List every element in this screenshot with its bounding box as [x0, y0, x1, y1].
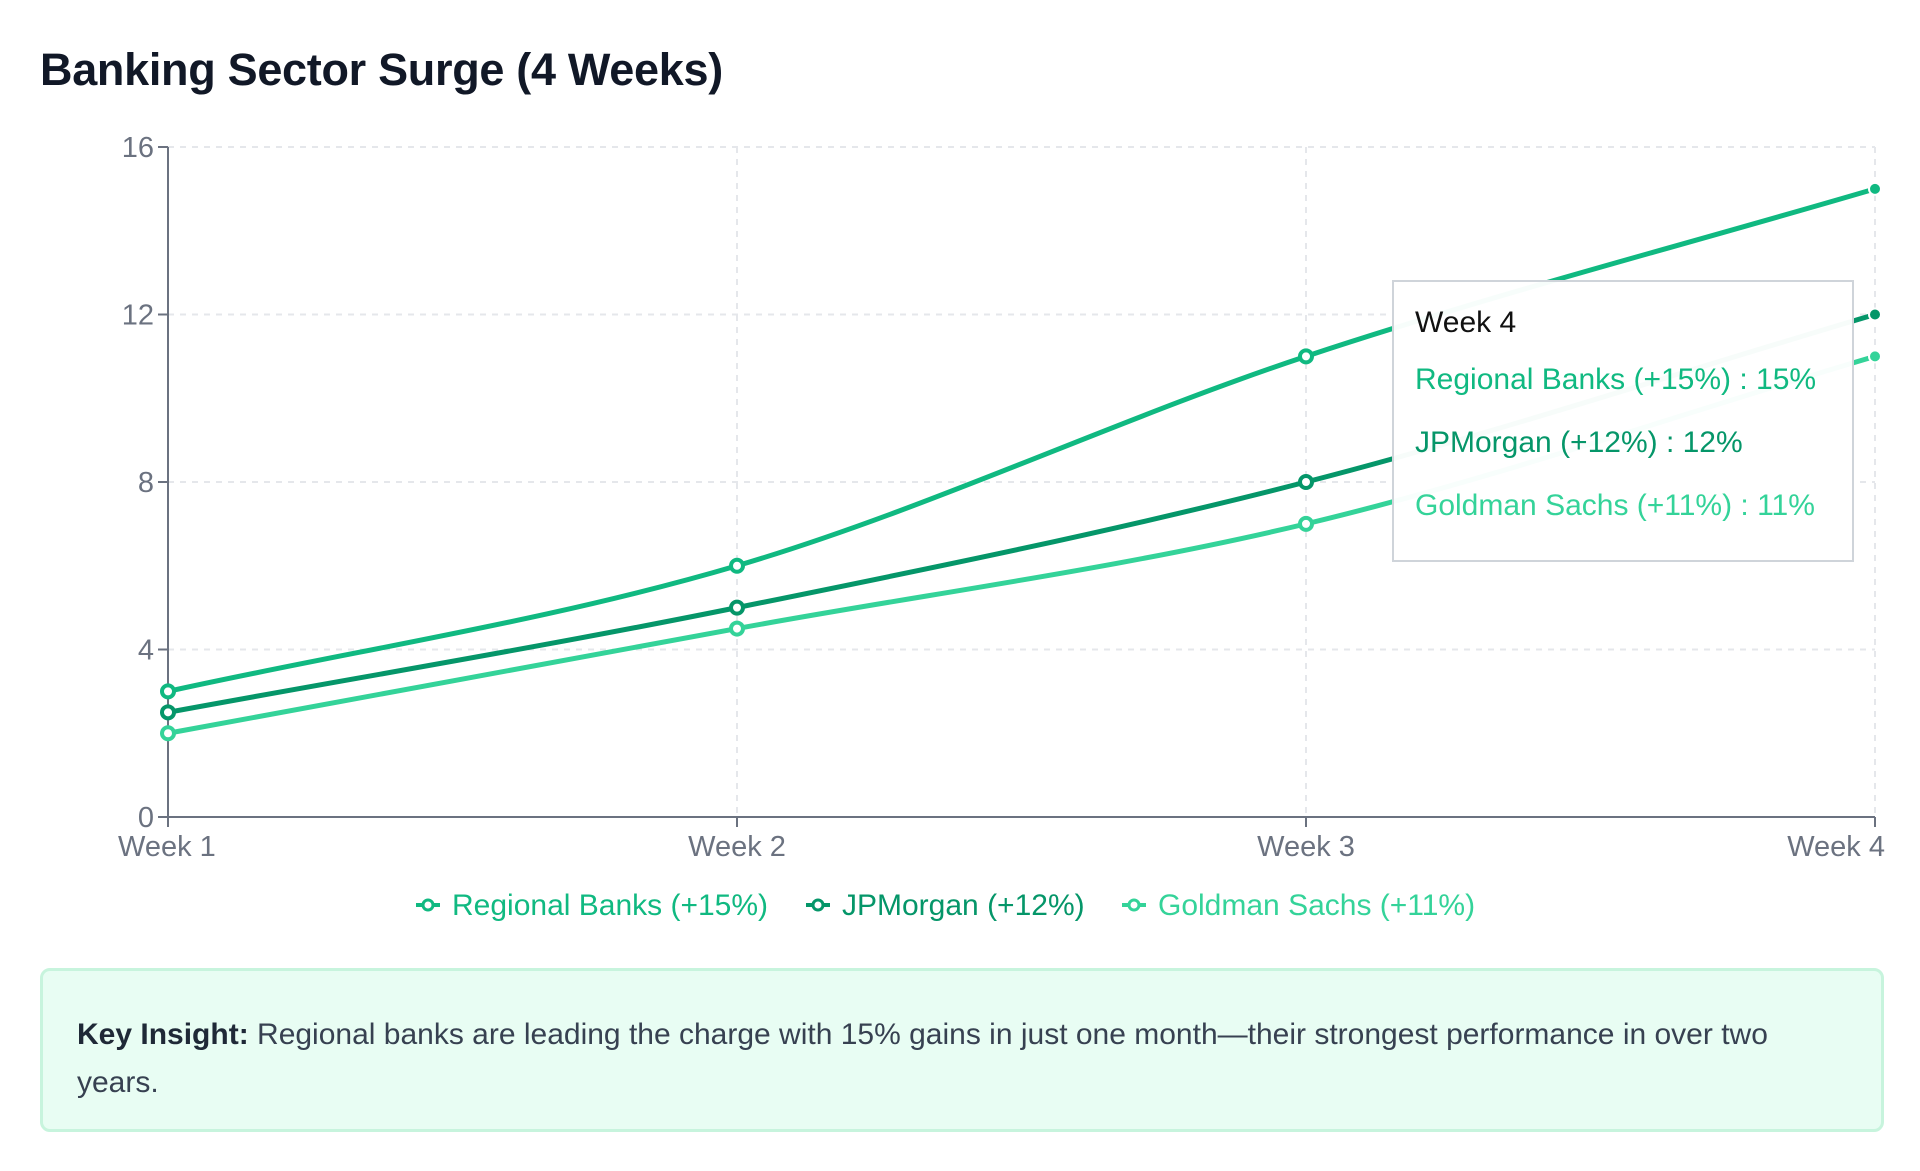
tooltip-row-regional-banks: Regional Banks (+15%) : 15%	[1415, 363, 1817, 396]
y-tick-label-8: 8	[138, 467, 154, 499]
point-regional-banks-week-1	[160, 683, 176, 700]
legend[interactable]: Regional Banks (+15%) JPMorgan (+12%) Gold…	[416, 889, 1475, 922]
point-regional-banks-week-3	[1298, 348, 1314, 365]
line-chart: 0 4 8 12 16 Week 1 Week 2 Week 3 Week 4 Regional…	[118, 132, 1885, 922]
tooltip-row-jpmorgan: JPMorgan (+12%) : 12%	[1415, 426, 1743, 459]
tooltip-row-goldman-sachs: Goldman Sachs (+11%) : 11%	[1415, 489, 1815, 522]
legend-swatch-dot-goldman-sachs	[1127, 898, 1141, 912]
insight-text: Regional banks are leading the charge wi…	[77, 1018, 1768, 1099]
legend-item-regional-banks[interactable]: Regional Banks (+15%)	[416, 889, 768, 922]
point-jpmorgan-week-1	[160, 704, 176, 721]
key-insight-box: Key Insight: Regional banks are leading …	[40, 968, 1884, 1132]
axes: 0 4 8 12 16 Week 1 Week 2 Week 3 Week 4	[118, 132, 1885, 863]
series-regional-banks	[160, 181, 1882, 700]
x-tick-label-4: Week 4	[1787, 831, 1885, 863]
point-goldman-sachs-week-3	[1298, 515, 1314, 532]
tooltip-title: Week 4	[1415, 306, 1517, 339]
point-goldman-sachs-week-2	[729, 620, 745, 637]
y-tick-label-12: 12	[122, 300, 154, 332]
point-regional-banks-week-2	[729, 557, 745, 574]
chart-tooltip: Week 4 Regional Banks (+15%) : 15% JPMor…	[1392, 280, 1854, 562]
y-tick-label-16: 16	[122, 132, 154, 164]
point-goldman-sachs-week-4	[1868, 349, 1882, 364]
x-tick-label-1: Week 1	[118, 831, 216, 863]
legend-label-jpmorgan: JPMorgan (+12%)	[842, 889, 1085, 922]
grid	[168, 146, 1876, 817]
point-jpmorgan-week-4	[1868, 307, 1882, 322]
legend-label-regional-banks: Regional Banks (+15%)	[452, 889, 768, 922]
legend-item-goldman-sachs[interactable]: Goldman Sachs (+11%)	[1122, 889, 1475, 922]
legend-swatch-dot-regional-banks	[421, 898, 435, 912]
legend-item-jpmorgan[interactable]: JPMorgan (+12%)	[806, 889, 1085, 922]
point-jpmorgan-week-2	[729, 599, 745, 616]
point-regional-banks-week-4	[1868, 181, 1882, 196]
point-goldman-sachs-week-1	[160, 725, 176, 742]
x-tick-label-3: Week 3	[1257, 831, 1355, 863]
legend-label-goldman-sachs: Goldman Sachs (+11%)	[1158, 889, 1475, 922]
insight-label: Key Insight:	[77, 1018, 249, 1051]
y-tick-label-0: 0	[138, 802, 154, 834]
y-tick-label-4: 4	[138, 635, 154, 667]
chart-title: Banking Sector Surge (4 Weeks)	[40, 44, 723, 95]
line-regional-banks	[167, 186, 1876, 694]
legend-swatch-dot-jpmorgan	[811, 898, 825, 912]
x-tick-label-2: Week 2	[688, 831, 786, 863]
point-jpmorgan-week-3	[1298, 474, 1314, 490]
